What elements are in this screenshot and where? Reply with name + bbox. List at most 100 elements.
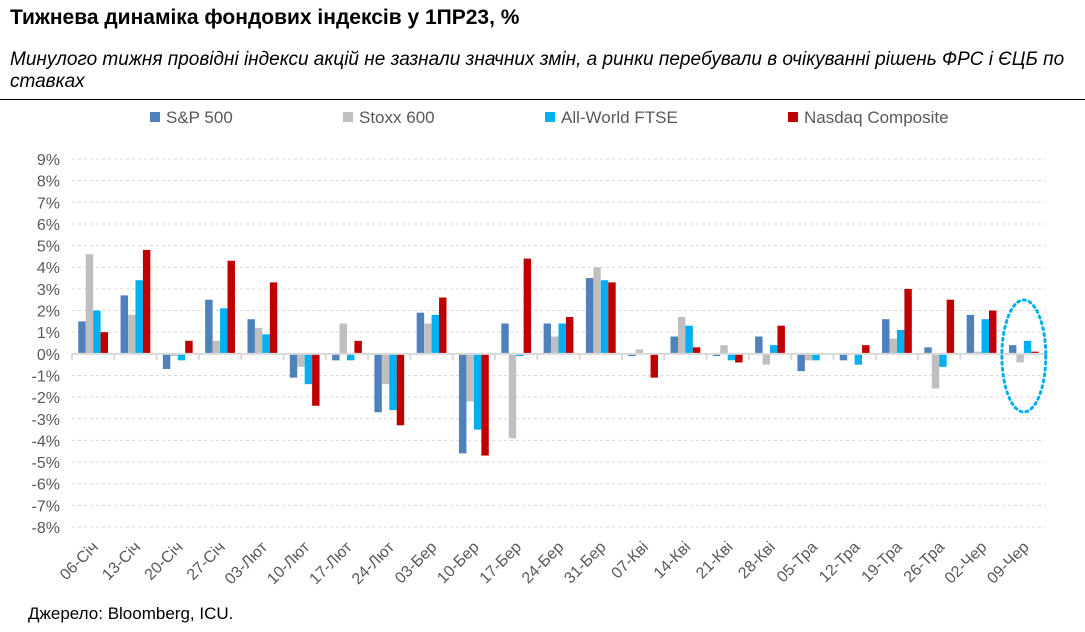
bar-stoxx-600 xyxy=(212,340,221,354)
bar-all-world-ftse xyxy=(473,353,482,430)
bar-s-p-500 xyxy=(501,323,509,354)
bar-all-world-ftse xyxy=(431,314,440,354)
bar-stoxx-600 xyxy=(85,254,94,354)
bar-s-p-500 xyxy=(1008,345,1017,354)
x-tick-label: 12-Тра xyxy=(816,539,863,586)
bar-all-world-ftse xyxy=(516,353,524,356)
bar-all-world-ftse xyxy=(220,308,228,354)
bar-s-p-500 xyxy=(966,314,975,354)
x-tick-label: 31-Бер xyxy=(561,539,609,587)
bar-nasdaq-composite xyxy=(735,353,743,363)
bar-all-world-ftse xyxy=(135,280,143,354)
bar-all-world-ftse xyxy=(685,325,693,354)
bar-s-p-500 xyxy=(459,353,467,454)
y-tick-label: 7% xyxy=(37,195,60,212)
legend-label: All-World FTSE xyxy=(561,108,678,127)
bar-s-p-500 xyxy=(712,353,721,356)
bar-all-world-ftse xyxy=(93,310,101,354)
bar-stoxx-600 xyxy=(170,353,178,356)
x-tick-label: 24-Бер xyxy=(519,539,567,587)
bar-stoxx-600 xyxy=(677,317,686,354)
bar-nasdaq-composite xyxy=(988,310,997,354)
bar-s-p-500 xyxy=(585,278,594,354)
bar-stoxx-600 xyxy=(466,353,474,402)
bar-nasdaq-composite xyxy=(354,340,362,354)
x-tick-label: 06-Січ xyxy=(57,539,102,584)
bar-all-world-ftse xyxy=(389,353,397,411)
bar-nasdaq-composite xyxy=(481,353,489,456)
legend-swatch xyxy=(150,112,160,122)
highlight-ellipse xyxy=(1000,298,1048,414)
y-tick-label: -5% xyxy=(32,455,60,472)
bar-nasdaq-composite xyxy=(692,347,701,354)
bar-nasdaq-composite xyxy=(904,288,912,354)
bar-s-p-500 xyxy=(543,323,552,354)
chart-source: Джерело: Bloomberg, ICU. xyxy=(28,604,234,623)
bar-nasdaq-composite xyxy=(777,325,785,354)
x-tick-label: 03-Лют xyxy=(222,538,272,588)
bar-s-p-500 xyxy=(797,353,805,372)
x-tick-label: 10-Бер xyxy=(434,539,482,587)
y-tick-label: -4% xyxy=(32,433,60,450)
bar-nasdaq-composite xyxy=(1031,351,1039,354)
bar-stoxx-600 xyxy=(424,323,432,354)
title-divider xyxy=(0,99,1085,100)
bar-stoxx-600 xyxy=(974,351,982,354)
bar-nasdaq-composite xyxy=(565,317,574,354)
legend-swatch xyxy=(343,112,353,122)
bar-nasdaq-composite xyxy=(100,332,109,354)
y-tick-label: -1% xyxy=(32,368,60,385)
bar-s-p-500 xyxy=(416,312,425,354)
bar-all-world-ftse xyxy=(981,319,989,354)
y-tick-label: -8% xyxy=(32,520,60,537)
bar-nasdaq-composite xyxy=(439,297,447,354)
x-tick-label: 05-Тра xyxy=(774,539,821,586)
bar-all-world-ftse xyxy=(346,353,355,361)
legend-swatch xyxy=(545,112,555,122)
x-tick-label: 09-Чер xyxy=(984,539,1033,588)
x-tick-label: 03-Бер xyxy=(392,539,440,587)
bar-all-world-ftse xyxy=(812,353,820,361)
bar-nasdaq-composite xyxy=(523,258,532,354)
bar-all-world-ftse xyxy=(304,353,313,385)
x-tick-label: 26-Тра xyxy=(901,539,948,586)
bar-stoxx-600 xyxy=(381,353,390,385)
bar-all-world-ftse xyxy=(262,334,270,354)
bar-stoxx-600 xyxy=(297,353,305,367)
bar-nasdaq-composite xyxy=(396,353,405,426)
bar-stoxx-600 xyxy=(508,353,517,439)
bar-stoxx-600 xyxy=(889,338,897,354)
legend-label: Nasdaq Composite xyxy=(804,108,949,127)
y-tick-label: 1% xyxy=(37,325,60,342)
x-tick-label: 10-Лют xyxy=(264,538,314,588)
y-tick-label: 6% xyxy=(37,217,60,234)
y-tick-label: 3% xyxy=(37,282,60,299)
bar-stoxx-600 xyxy=(254,327,263,354)
y-tick-label: 8% xyxy=(37,174,60,191)
bar-s-p-500 xyxy=(247,319,255,354)
legend-swatch xyxy=(788,112,798,122)
y-tick-label: -2% xyxy=(32,390,60,407)
x-tick-label: 24-Лют xyxy=(349,538,399,588)
x-tick-label: 02-Чер xyxy=(942,539,991,588)
y-tick-label: 2% xyxy=(37,304,60,321)
y-tick-label: -7% xyxy=(32,498,60,515)
bar-all-world-ftse xyxy=(600,280,609,354)
bar-nasdaq-composite xyxy=(142,249,151,354)
bar-s-p-500 xyxy=(162,353,171,369)
y-tick-label: -6% xyxy=(32,477,60,494)
y-tick-label: 5% xyxy=(37,239,60,256)
bar-s-p-500 xyxy=(374,353,382,413)
bar-s-p-500 xyxy=(839,353,848,361)
x-tick-label: 07-Кві xyxy=(608,539,651,582)
bar-s-p-500 xyxy=(120,295,129,354)
bar-nasdaq-composite xyxy=(227,260,235,354)
y-tick-label: 9% xyxy=(37,152,60,169)
bar-nasdaq-composite xyxy=(862,345,870,354)
bar-stoxx-600 xyxy=(635,349,644,354)
bar-nasdaq-composite xyxy=(185,340,193,354)
legend-label: S&P 500 xyxy=(166,108,233,127)
bar-s-p-500 xyxy=(332,353,340,361)
chart-subtitle: Минулого тижня провідні індекси акцій не… xyxy=(10,49,1065,92)
